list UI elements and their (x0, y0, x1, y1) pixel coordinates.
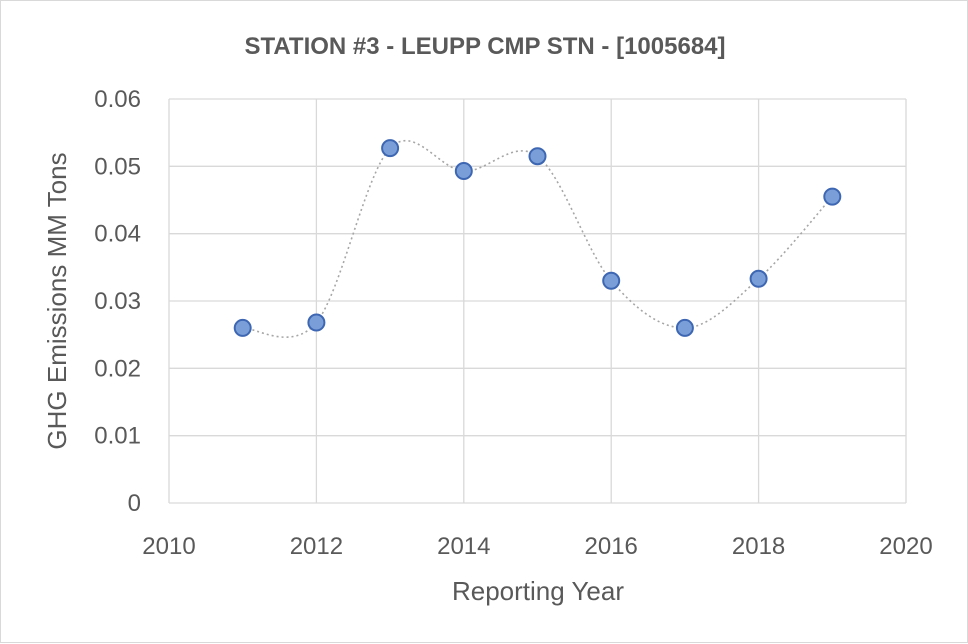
x-tick-label: 2012 (290, 533, 343, 560)
y-tick-label: 0.06 (94, 86, 141, 113)
data-point (233, 318, 252, 337)
x-tick-label: 2014 (437, 533, 490, 560)
data-points (233, 139, 842, 337)
data-point (602, 271, 621, 290)
y-tick-label: 0.05 (94, 153, 141, 180)
data-point (675, 318, 694, 337)
y-axis-title: GHG Emissions MM Tons (42, 152, 72, 449)
data-point (823, 187, 842, 206)
y-axis-tick-labels: 0 0.01 0.02 0.03 0.04 0.05 0.06 (94, 86, 141, 517)
x-tick-label: 2010 (142, 533, 195, 560)
y-tick-label: 0.03 (94, 288, 141, 315)
x-axis-title: Reporting Year (452, 576, 624, 606)
data-point (749, 269, 768, 288)
y-tick-label: 0 (128, 490, 141, 517)
y-tick-label: 0.01 (94, 423, 141, 450)
data-point (381, 139, 400, 158)
data-point (528, 147, 547, 166)
trend-line-layer (242, 140, 833, 338)
data-point (454, 162, 473, 181)
x-tick-label: 2020 (879, 533, 932, 560)
x-tick-label: 2016 (585, 533, 638, 560)
y-tick-label: 0.02 (94, 355, 141, 382)
trend-line (242, 140, 833, 338)
chart-title: STATION #3 - LEUPP CMP STN - [1005684] (244, 33, 725, 60)
y-tick-label: 0.04 (94, 221, 141, 248)
x-axis-tick-labels: 2010 2012 2014 2016 2018 2020 (142, 533, 932, 560)
gridlines (168, 98, 907, 504)
data-point (307, 313, 326, 332)
x-tick-label: 2018 (732, 533, 785, 560)
